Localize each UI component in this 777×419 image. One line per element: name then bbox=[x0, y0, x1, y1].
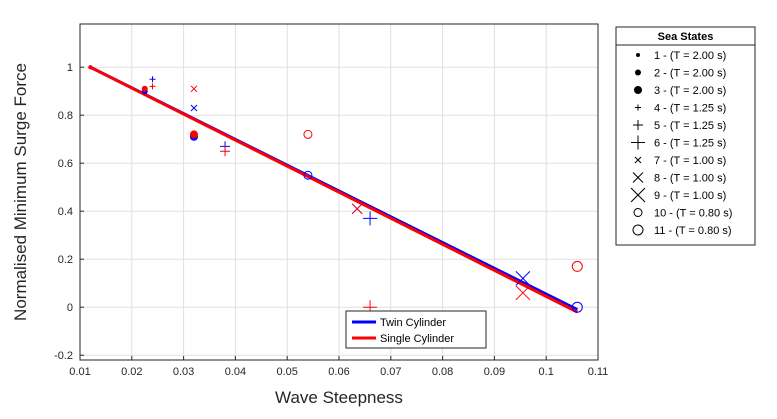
data-point-twin-ss11 bbox=[571, 301, 583, 313]
fit-legend-label-twin: Twin Cylinder bbox=[380, 317, 446, 329]
y-tick-label: 0.2 bbox=[58, 254, 73, 266]
sea-legend-label-3: 3 - (T = 2.00 s) bbox=[654, 85, 726, 97]
sea-legend-marker-4 bbox=[635, 104, 641, 111]
data-point-single-ss8 bbox=[351, 203, 363, 215]
data-point-single-ss7 bbox=[190, 85, 198, 93]
sea-legend-label-5: 5 - (T = 1.25 s) bbox=[654, 120, 726, 132]
data-point-single-ss5 bbox=[220, 146, 231, 157]
sea-legend-label-6: 6 - (T = 1.25 s) bbox=[654, 138, 726, 150]
sea-legend-marker-6 bbox=[631, 135, 645, 150]
x-tick-label: 0.09 bbox=[484, 366, 505, 378]
y-tick-label: 1 bbox=[67, 62, 73, 74]
x-tick-label: 0.11 bbox=[588, 366, 609, 378]
data-point-twin-ss4 bbox=[149, 76, 156, 83]
sea-legend-label-4: 4 - (T = 1.25 s) bbox=[654, 103, 726, 115]
data-point-single-ss9 bbox=[515, 285, 531, 301]
data-point-single-ss2 bbox=[141, 85, 148, 92]
x-tick-label: 0.02 bbox=[121, 366, 142, 378]
data-point-single-ss3 bbox=[189, 130, 198, 139]
sea-legend-marker-8 bbox=[632, 172, 644, 183]
fit-lines bbox=[89, 65, 578, 314]
fit-legend: Twin Cylinder Single Cylinder bbox=[345, 310, 487, 349]
fit-legend-box bbox=[345, 310, 487, 349]
sea-legend-marker-1 bbox=[636, 53, 640, 57]
sea-legend-label-8: 8 - (T = 1.00 s) bbox=[654, 173, 726, 185]
sea-legend-marker-3 bbox=[634, 86, 642, 94]
sea-legend-marker-5 bbox=[633, 120, 643, 130]
data-point-twin-ss6 bbox=[363, 211, 378, 226]
sea-legend-label-2: 2 - (T = 2.00 s) bbox=[654, 68, 726, 80]
y-tick-label: 0.4 bbox=[58, 206, 73, 218]
x-tick-label: 0.1 bbox=[539, 366, 554, 378]
x-axis-label: Wave Steepness bbox=[275, 388, 403, 407]
sea-legend-label-10: 10 - (T = 0.80 s) bbox=[654, 208, 732, 220]
x-tick-label: 0.04 bbox=[225, 366, 246, 378]
sea-legend-marker-11 bbox=[632, 224, 644, 236]
y-tick-label: 0.6 bbox=[58, 158, 73, 170]
x-tick-label: 0.06 bbox=[328, 366, 349, 378]
x-tick-label: 0.03 bbox=[173, 366, 194, 378]
x-tick-label: 0.05 bbox=[276, 366, 297, 378]
data-point-single-ss1 bbox=[88, 65, 93, 70]
y-tick-label: 0 bbox=[67, 302, 73, 314]
sea-legend-marker-9 bbox=[630, 187, 646, 203]
data-point-single-ss4 bbox=[149, 83, 156, 90]
sea-legend-marker-2 bbox=[635, 69, 641, 76]
x-tick-label: 0.01 bbox=[69, 366, 90, 378]
x-tick-label: 0.08 bbox=[432, 366, 453, 378]
y-axis-label: Normalised Minimum Surge Force bbox=[11, 63, 30, 321]
sea-legend-label-1: 1 - (T = 2.00 s) bbox=[654, 50, 726, 62]
data-point-twin-ss10 bbox=[303, 170, 313, 180]
data-point-single-ss10 bbox=[303, 129, 313, 139]
sea-legend-label-7: 7 - (T = 1.00 s) bbox=[654, 155, 726, 167]
axis-ticks: 0.01 0.02 0.03 0.04 0.05 0.06 0.07 0.08 0.09 0.1 0… bbox=[54, 62, 608, 378]
fit-legend-label-single: Single Cylinder bbox=[380, 333, 454, 345]
sea-legend-label-11: 11 - (T = 0.80 s) bbox=[654, 225, 732, 237]
data-point-single-ss11 bbox=[571, 260, 583, 272]
sea-states-legend: Sea States 1 - (T = 2.00 s) 2 - (T = 2.00 … bbox=[615, 26, 756, 246]
sea-legend-marker-10 bbox=[633, 208, 643, 217]
data-point-twin-ss7 bbox=[190, 104, 198, 112]
fit-line-single-cylinder bbox=[89, 65, 578, 314]
sea-legend-label-9: 9 - (T = 1.00 s) bbox=[654, 190, 726, 202]
data-point-twin-ss9 bbox=[515, 271, 531, 286]
y-tick-label: -0.2 bbox=[54, 350, 73, 362]
x-tick-label: 0.07 bbox=[380, 366, 401, 378]
sea-legend-title: Sea States bbox=[658, 31, 714, 43]
y-tick-label: 0.8 bbox=[58, 110, 73, 122]
sea-legend-marker-7 bbox=[634, 156, 642, 164]
